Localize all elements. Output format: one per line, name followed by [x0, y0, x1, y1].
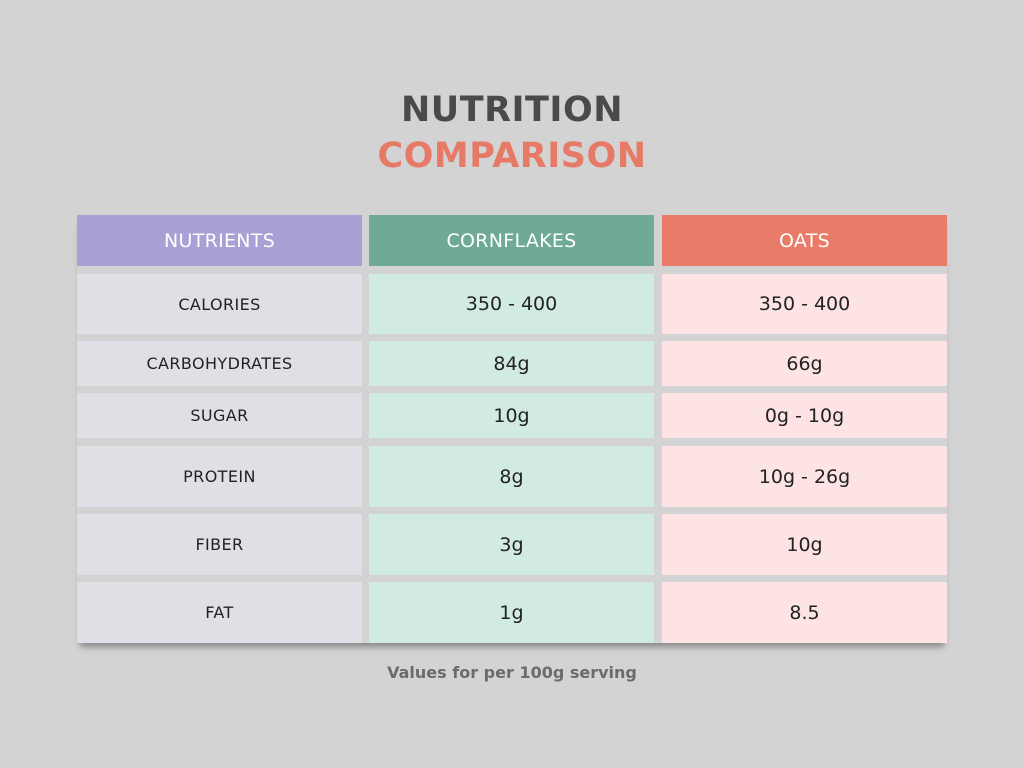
nutrient-label: CARBOHYDRATES	[77, 341, 362, 386]
nutrient-label: CALORIES	[77, 274, 362, 334]
nutrition-table: NUTRIENTS CORNFLAKES OATS CALORIES 350 - 400…	[77, 215, 947, 643]
title-line-1: NUTRITION	[400, 90, 623, 130]
oats-value: 66g	[662, 341, 947, 386]
cornflakes-value: 350 - 400	[369, 274, 654, 334]
title-line-2: COMPARISON	[377, 136, 647, 176]
cornflakes-value: 84g	[369, 341, 654, 386]
nutrient-label: SUGAR	[77, 393, 362, 438]
cornflakes-value: 10g	[369, 393, 654, 438]
header-nutrients: NUTRIENTS	[77, 215, 362, 266]
oats-value: 350 - 400	[662, 274, 947, 334]
oats-value: 8.5	[662, 582, 947, 643]
nutrient-label: FAT	[77, 582, 362, 643]
nutrient-label: FIBER	[77, 514, 362, 575]
cornflakes-value: 1g	[369, 582, 654, 643]
oats-value: 10g - 26g	[662, 446, 947, 507]
header-cornflakes: CORNFLAKES	[369, 215, 654, 266]
footnote: Values for per 100g serving	[387, 663, 637, 682]
oats-value: 10g	[662, 514, 947, 575]
header-oats: OATS	[662, 215, 947, 266]
cornflakes-value: 8g	[369, 446, 654, 507]
oats-value: 0g - 10g	[662, 393, 947, 438]
nutrient-label: PROTEIN	[77, 446, 362, 507]
cornflakes-value: 3g	[369, 514, 654, 575]
